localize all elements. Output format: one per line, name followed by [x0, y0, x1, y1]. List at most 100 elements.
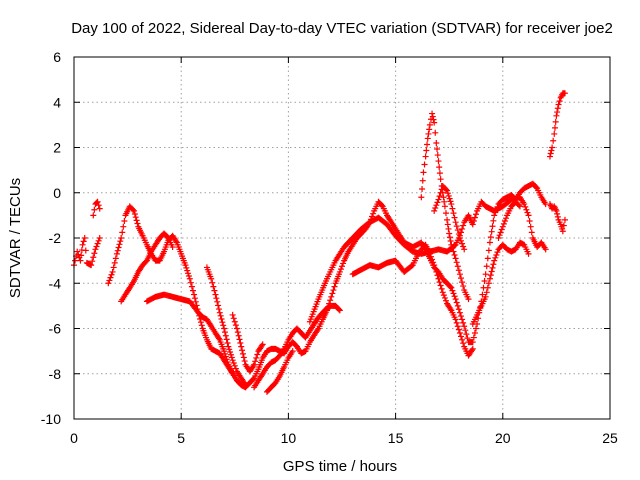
data-point: [209, 279, 216, 286]
data-point: [437, 282, 444, 289]
data-point: [214, 298, 221, 305]
data-point: [490, 217, 497, 224]
data-point: [453, 319, 460, 326]
data-point: [232, 365, 239, 372]
data-point: [289, 348, 296, 355]
data-point: [259, 341, 266, 348]
data-point: [229, 357, 236, 364]
data-point: [560, 222, 567, 229]
series-track-d: [118, 230, 176, 305]
data-point: [447, 306, 454, 313]
chart-title: Day 100 of 2022, Sidereal Day-to-day VTE…: [71, 20, 613, 37]
data-point: [75, 251, 82, 258]
data-point: [488, 228, 495, 235]
data-point: [484, 255, 491, 262]
data-point: [489, 264, 496, 271]
data-point: [106, 277, 113, 284]
data-point: [451, 293, 458, 300]
y-tick-label: 4: [53, 94, 61, 110]
data-point: [251, 361, 258, 368]
data-point: [448, 201, 455, 208]
data-point: [250, 363, 257, 370]
data-point: [116, 241, 123, 248]
data-point: [453, 259, 460, 266]
data-point: [434, 272, 441, 279]
data-point: [435, 275, 442, 282]
data-point: [113, 250, 120, 257]
data-point: [447, 198, 454, 205]
data-point: [77, 257, 84, 264]
data-point: [185, 270, 192, 277]
data-point: [221, 348, 228, 355]
data-point: [185, 273, 192, 280]
data-point: [314, 326, 321, 333]
data-point: [227, 351, 234, 358]
data-point: [258, 342, 265, 349]
data-point: [129, 206, 136, 213]
data-point: [453, 299, 460, 306]
data-point: [434, 152, 441, 159]
data-point: [451, 214, 458, 221]
grid: [74, 57, 610, 419]
data-point: [421, 161, 428, 168]
data-point: [431, 207, 438, 214]
data-point: [425, 130, 432, 137]
series-track-f: [203, 264, 249, 389]
data-point: [436, 170, 443, 177]
data-point: [223, 336, 230, 343]
data-point: [561, 90, 568, 97]
data-point: [340, 260, 347, 267]
data-point: [454, 323, 461, 330]
data-point: [555, 101, 562, 108]
data-point: [516, 203, 523, 210]
data-point: [114, 247, 121, 254]
data-point: [461, 246, 468, 253]
data-point: [460, 243, 467, 250]
data-point: [498, 226, 505, 233]
data-point: [483, 289, 490, 296]
data-point: [432, 205, 439, 212]
data-point: [164, 234, 171, 241]
data-point: [459, 279, 466, 286]
data-point: [449, 205, 456, 212]
data-point: [459, 316, 466, 323]
data-point: [470, 334, 477, 341]
data-point: [221, 329, 228, 336]
data-point: [449, 245, 456, 252]
data-point: [215, 335, 222, 342]
data-point: [493, 251, 500, 258]
data-point: [523, 206, 530, 213]
data-point: [228, 354, 235, 361]
data-point: [469, 345, 476, 352]
data-point: [452, 316, 459, 323]
data-point: [499, 223, 506, 230]
data-point: [484, 284, 491, 291]
data-point: [187, 279, 194, 286]
data-point: [72, 257, 79, 264]
data-point: [91, 206, 98, 213]
data-point: [444, 221, 451, 228]
data-point: [546, 153, 553, 160]
series-track-b: [90, 198, 103, 219]
data-point: [434, 146, 441, 153]
data-point: [442, 186, 449, 193]
data-point: [553, 112, 560, 119]
series-track-p: [546, 201, 568, 235]
y-tick-label: 2: [53, 140, 61, 156]
data-point: [94, 198, 101, 205]
data-point: [486, 239, 493, 246]
data-point: [436, 164, 443, 171]
data-point: [329, 290, 336, 297]
data-point: [118, 235, 125, 241]
data-point: [521, 201, 528, 208]
data-point: [492, 254, 499, 261]
data-point: [441, 198, 448, 205]
data-point: [420, 169, 427, 176]
data-point: [218, 315, 225, 322]
data-point: [561, 216, 568, 223]
data-point: [328, 293, 335, 300]
data-point: [554, 109, 561, 116]
data-point: [182, 262, 189, 269]
data-point: [446, 195, 453, 202]
x-tick-label: 15: [388, 430, 404, 446]
